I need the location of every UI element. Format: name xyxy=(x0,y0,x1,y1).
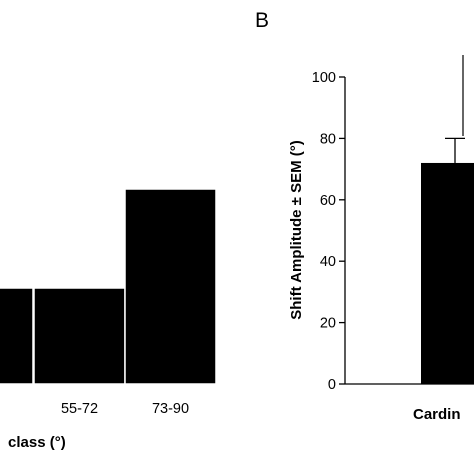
panel-b-y-ticks: 0 20 40 60 80 100 xyxy=(312,70,345,393)
panel-b-y-tick-label: 40 xyxy=(320,254,336,270)
panel-a-bars xyxy=(0,188,217,385)
panel-b-y-tick-label: 80 xyxy=(320,131,336,147)
panel-a-bar xyxy=(124,188,217,385)
panel-a-x-tick-label: 55-72 xyxy=(61,401,98,417)
panel-b-y-axis-title: Shift Amplitude ± SEM (°) xyxy=(288,140,305,320)
panel-b-y-tick-label: 60 xyxy=(320,193,336,209)
panel-b-bars xyxy=(421,137,474,384)
panel-b-y-tick-label: 0 xyxy=(328,377,336,393)
panel-a-x-axis-title: class (°) xyxy=(8,434,66,451)
panel-b-x-tick-label: Cardin xyxy=(413,406,461,423)
panel-b-y-tick-label: 100 xyxy=(312,70,336,86)
panel-b-bar xyxy=(421,162,474,384)
panel-a-x-tick-label: 73-90 xyxy=(152,401,189,417)
panel-b-y-tick-label: 20 xyxy=(320,316,336,332)
panel-b-x-ticks: Cardin xyxy=(413,406,461,423)
panel-b-label: B xyxy=(255,9,269,32)
panel-a-bar xyxy=(33,287,126,385)
panel-a-bar xyxy=(0,287,34,385)
panel-b-chart: B 0 20 40 60 80 100 Cardin Shift Amplitude ± … xyxy=(255,9,474,423)
